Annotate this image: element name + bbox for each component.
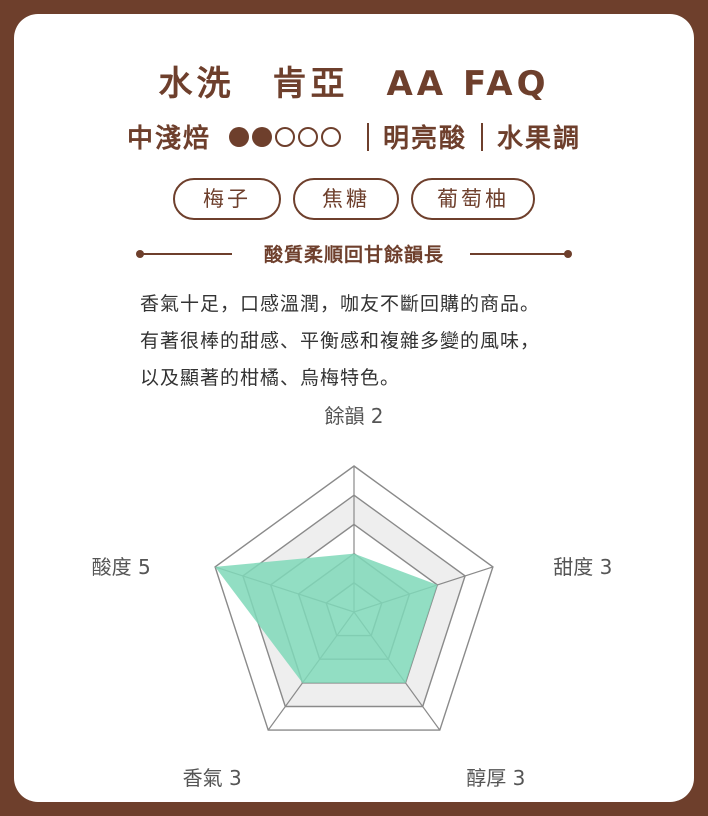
- radar-axis-label: 甜度 3: [553, 555, 612, 579]
- separator: [366, 122, 369, 151]
- roast-dot-filled: [228, 126, 249, 147]
- divider-line: [140, 253, 232, 255]
- section-divider: 酸質柔順回甘餘韻長: [136, 240, 572, 266]
- flavor-tag: 梅子: [173, 178, 281, 220]
- roast-label: 中淺焙: [126, 124, 211, 154]
- radar-axis-label: 醇厚 3: [466, 766, 525, 790]
- divider-line: [470, 253, 568, 255]
- description-line: 以及顯著的柑橘、烏梅特色。: [140, 367, 401, 389]
- acidity-label: 明亮酸: [382, 124, 467, 154]
- flavor-tag: 焦糖: [293, 178, 399, 220]
- radar-axis-label: 酸度 5: [92, 555, 151, 579]
- flavor-tag: 葡萄柚: [411, 178, 535, 220]
- radar-axis-labels: 餘韻 2 甜度 3 醇厚 3 香氣 3 酸度 5: [92, 404, 613, 790]
- roast-dot-empty: [274, 126, 295, 147]
- radar-axis-label: 香氣 3: [183, 766, 242, 790]
- radar-data-area: [215, 553, 438, 683]
- flavor-summary: 中淺焙 明亮酸 水果調: [0, 118, 708, 155]
- flavor-tags: 梅子 焦糖 葡萄柚: [0, 178, 708, 220]
- roast-dot-empty: [320, 126, 341, 147]
- radar-axis-label: 餘韻 2: [324, 404, 383, 428]
- roast-dot-empty: [297, 126, 318, 147]
- roast-dot-filled: [251, 126, 272, 147]
- product-title: 水洗 肯亞 AA FAQ: [158, 64, 550, 104]
- divider-dot: [564, 250, 572, 258]
- description-line: 有著很棒的甜感、平衡感和複雜多變的風味，: [140, 330, 541, 352]
- description-line: 香氣十足，口感溫潤，咖友不斷回購的商品。: [140, 293, 541, 315]
- product-description: 香氣十足，口感溫潤，咖友不斷回購的商品。 有著很棒的甜感、平衡感和複雜多變的風味…: [140, 286, 600, 397]
- separator: [481, 122, 483, 151]
- profile-label: 水果調: [497, 124, 582, 154]
- roast-level-indicator: [228, 126, 341, 147]
- section-heading: 酸質柔順回甘餘韻長: [263, 244, 444, 266]
